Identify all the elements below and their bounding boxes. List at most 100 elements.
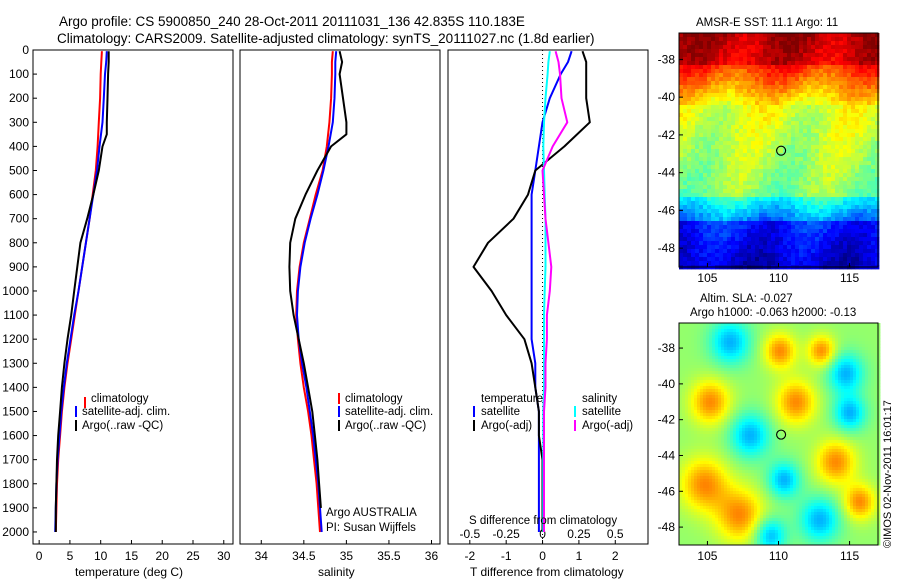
temperature-tick-label: 25 (186, 549, 200, 563)
depth-tick-label: 1000 (2, 284, 29, 298)
s-difference-tick-label: -0.5 (459, 527, 480, 541)
lon-tick-label: 105 (697, 271, 717, 285)
lat-tick-label: -48 (658, 520, 676, 534)
lat-tick-label: -40 (658, 90, 676, 104)
series-line-temperature-satellite (530, 50, 573, 532)
salinity-legend: climatology satellite-adj. clim. Argo(..… (338, 393, 433, 432)
depth-tick-label: 1300 (2, 356, 29, 370)
lon-tick-label: 115 (840, 271, 859, 285)
salinity-tick-label: 35.5 (377, 549, 401, 563)
salinity-series (288, 50, 348, 533)
depth-tick-label: 1200 (2, 332, 29, 346)
lat-tick-label: -40 (658, 377, 676, 391)
depth-tick-label: 1700 (2, 453, 29, 467)
difference-axes-frame (447, 49, 649, 545)
depth-tick-label: 100 (9, 67, 29, 81)
legend-s-satellite-label: satellite (582, 406, 621, 418)
t-difference-tick-label: -1 (501, 549, 512, 563)
series-line-temperature-argo-adj- (472, 50, 591, 532)
series-line-salinity-argo-adj- (541, 50, 569, 532)
lat-tick-label: -44 (658, 448, 676, 462)
salinity-tick-label: 36 (425, 549, 439, 563)
sla-map-field (679, 323, 881, 546)
salinity-tick-label: 34 (255, 549, 269, 563)
depth-tick-label: 300 (9, 115, 29, 129)
lat-tick-label: -44 (658, 166, 676, 180)
pi-label: PI: Susan Wijffels (326, 522, 416, 534)
float-country-label: Argo AUSTRALIA (326, 507, 417, 519)
t-difference-xlabel: T difference from climatology (470, 565, 624, 579)
t-difference-tick-label: 0 (539, 549, 546, 563)
temperature-series (54, 51, 110, 533)
salinity-xlabel: salinity (318, 565, 355, 579)
lat-tick-label: -42 (658, 128, 676, 142)
legend-argo-label: Argo(..raw -QC) (345, 420, 426, 432)
temperature-xlabel: temperature (deg C) (75, 565, 183, 579)
series-line-argo-raw-qc- (288, 50, 348, 508)
lat-tick-label: -46 (658, 484, 676, 498)
legend-climatology-label: climatology (345, 393, 403, 405)
salinity-x-ticks: 34 34.5 35 35.5 36 (255, 540, 439, 563)
depth-tick-label: 1500 (2, 404, 29, 418)
depth-tick-label: 500 (9, 163, 29, 177)
legend-climatology-label: climatology (91, 393, 149, 405)
depth-tick-label: 400 (9, 139, 29, 153)
t-difference-x-ticks: -2 -1 0 1 2 (464, 540, 619, 563)
temperature-tick-label: 10 (94, 549, 108, 563)
difference-legend: temperature satellite Argo(-adj) salinit… (473, 393, 633, 432)
lat-tick-label: -48 (658, 241, 676, 255)
series-line-satellite-adj-clim- (296, 51, 338, 533)
temperature-tick-label: 20 (156, 549, 170, 563)
temperature-tick-label: 15 (125, 549, 139, 563)
depth-tick-label: 1900 (2, 501, 29, 515)
salinity-tick-label: 35 (340, 549, 354, 563)
difference-series (472, 50, 591, 532)
sla-map-ticks: 105 110 115 -38 -40 -42 -44 -46 -48 (658, 341, 860, 563)
imos-timestamp: ©IMOS 02-Nov-2011 16:01:17 (882, 400, 894, 548)
depth-tick-label: 700 (9, 212, 29, 226)
legend-salinity-head: salinity (582, 393, 617, 405)
legend-temperature-head: temperature (481, 393, 543, 405)
temperature-x-ticks: 0 5 10 15 20 25 30 (36, 540, 231, 563)
depth-tick-label: 900 (9, 260, 29, 274)
lon-tick-label: 115 (840, 549, 859, 563)
salinity-axes-frame (239, 49, 441, 545)
header-line-2: Climatology: CARS2009. Satellite-adjuste… (57, 31, 595, 46)
s-difference-tick-label: -0.25 (493, 527, 521, 541)
depth-tick-label: 600 (9, 188, 29, 202)
legend-satellite-label: satellite-adj. clim. (82, 406, 170, 418)
t-difference-tick-label: 2 (612, 549, 619, 563)
s-difference-tick-label: 0.25 (567, 527, 591, 541)
s-difference-tick-label: 0 (539, 527, 546, 541)
lat-tick-label: -42 (658, 413, 676, 427)
sla-map-title-1: Altim. SLA: -0.027 (700, 293, 793, 305)
difference-panel: -2 -1 0 1 2 -0.5 -0.25 0 0.25 0.5 T difference f… (447, 49, 649, 579)
sla-map-profile-marker (776, 429, 787, 440)
temperature-tick-label: 5 (67, 549, 74, 563)
temperature-axes-frame (32, 49, 234, 545)
legend-t-satellite-label: satellite (481, 406, 520, 418)
series-line-argo-raw-qc- (54, 51, 110, 532)
series-line-climatology (295, 51, 334, 533)
sst-map-ticks: 105 110 115 -38 -40 -42 -44 -46 -48 (658, 52, 860, 285)
temperature-legend: climatology satellite-adj. clim. Argo(..… (75, 393, 170, 432)
sst-map-title: AMSR-E SST: 11.1 Argo: 11 (696, 17, 838, 29)
salinity-tick-label: 34.5 (292, 549, 316, 563)
temperature-tick-label: 0 (36, 549, 43, 563)
lon-tick-label: 110 (769, 549, 788, 563)
t-difference-tick-label: -2 (464, 549, 475, 563)
legend-satellite-label: satellite-adj. clim. (345, 406, 433, 418)
s-difference-tick-label: 0.5 (607, 527, 624, 541)
lat-tick-label: -38 (658, 341, 676, 355)
sst-map-profile-marker (776, 145, 787, 156)
legend-s-argo-label: Argo(-adj) (582, 420, 633, 432)
temperature-tick-label: 30 (217, 549, 231, 563)
lon-tick-label: 105 (697, 549, 717, 563)
depth-tick-label: 800 (9, 236, 29, 250)
salinity-panel: 34 34.5 35 35.5 36 salinity climatology sate… (239, 49, 441, 579)
lon-tick-label: 110 (769, 271, 788, 285)
depth-tick-label: 2000 (2, 525, 29, 539)
depth-tick-label: 1400 (2, 380, 29, 394)
temperature-panel: 0100200300400500600700800900100011001200… (2, 43, 234, 579)
